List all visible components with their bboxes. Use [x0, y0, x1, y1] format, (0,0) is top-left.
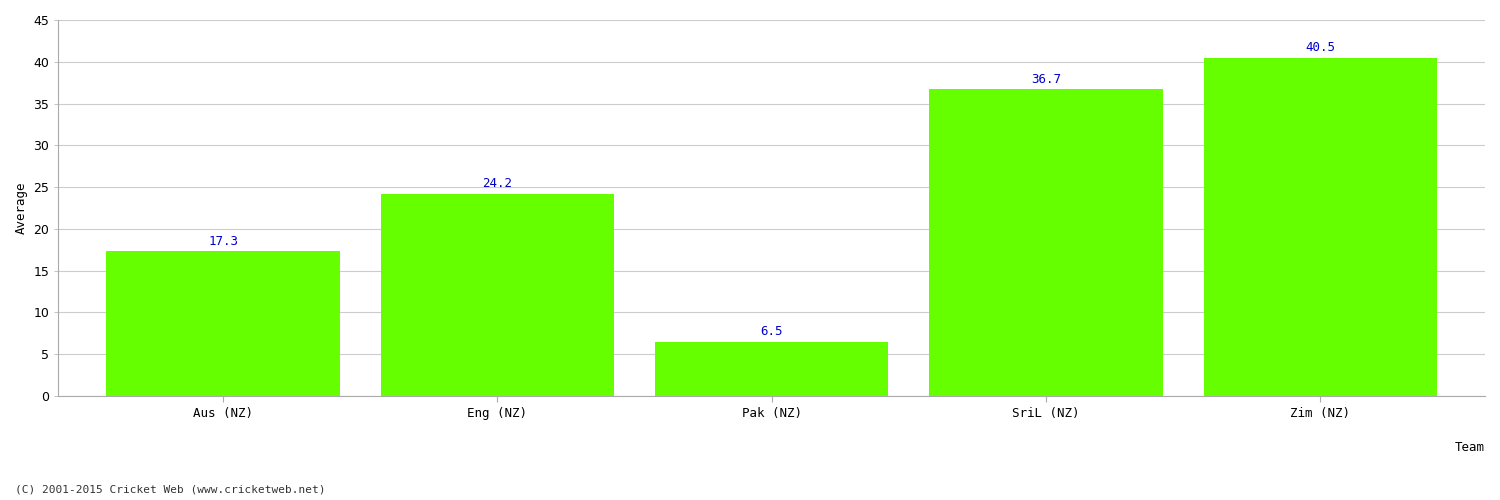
- Text: 40.5: 40.5: [1305, 41, 1335, 54]
- Text: Team: Team: [1455, 441, 1485, 454]
- Bar: [656, 342, 888, 396]
- Text: (C) 2001-2015 Cricket Web (www.cricketweb.net): (C) 2001-2015 Cricket Web (www.cricketwe…: [15, 485, 326, 495]
- Text: 6.5: 6.5: [760, 325, 783, 338]
- Y-axis label: Average: Average: [15, 182, 28, 234]
- Text: 36.7: 36.7: [1030, 73, 1060, 86]
- Bar: [381, 194, 614, 396]
- Text: 17.3: 17.3: [209, 235, 238, 248]
- Bar: [930, 90, 1162, 396]
- Text: 24.2: 24.2: [483, 178, 513, 190]
- Bar: [106, 252, 339, 396]
- Bar: [1204, 58, 1437, 396]
